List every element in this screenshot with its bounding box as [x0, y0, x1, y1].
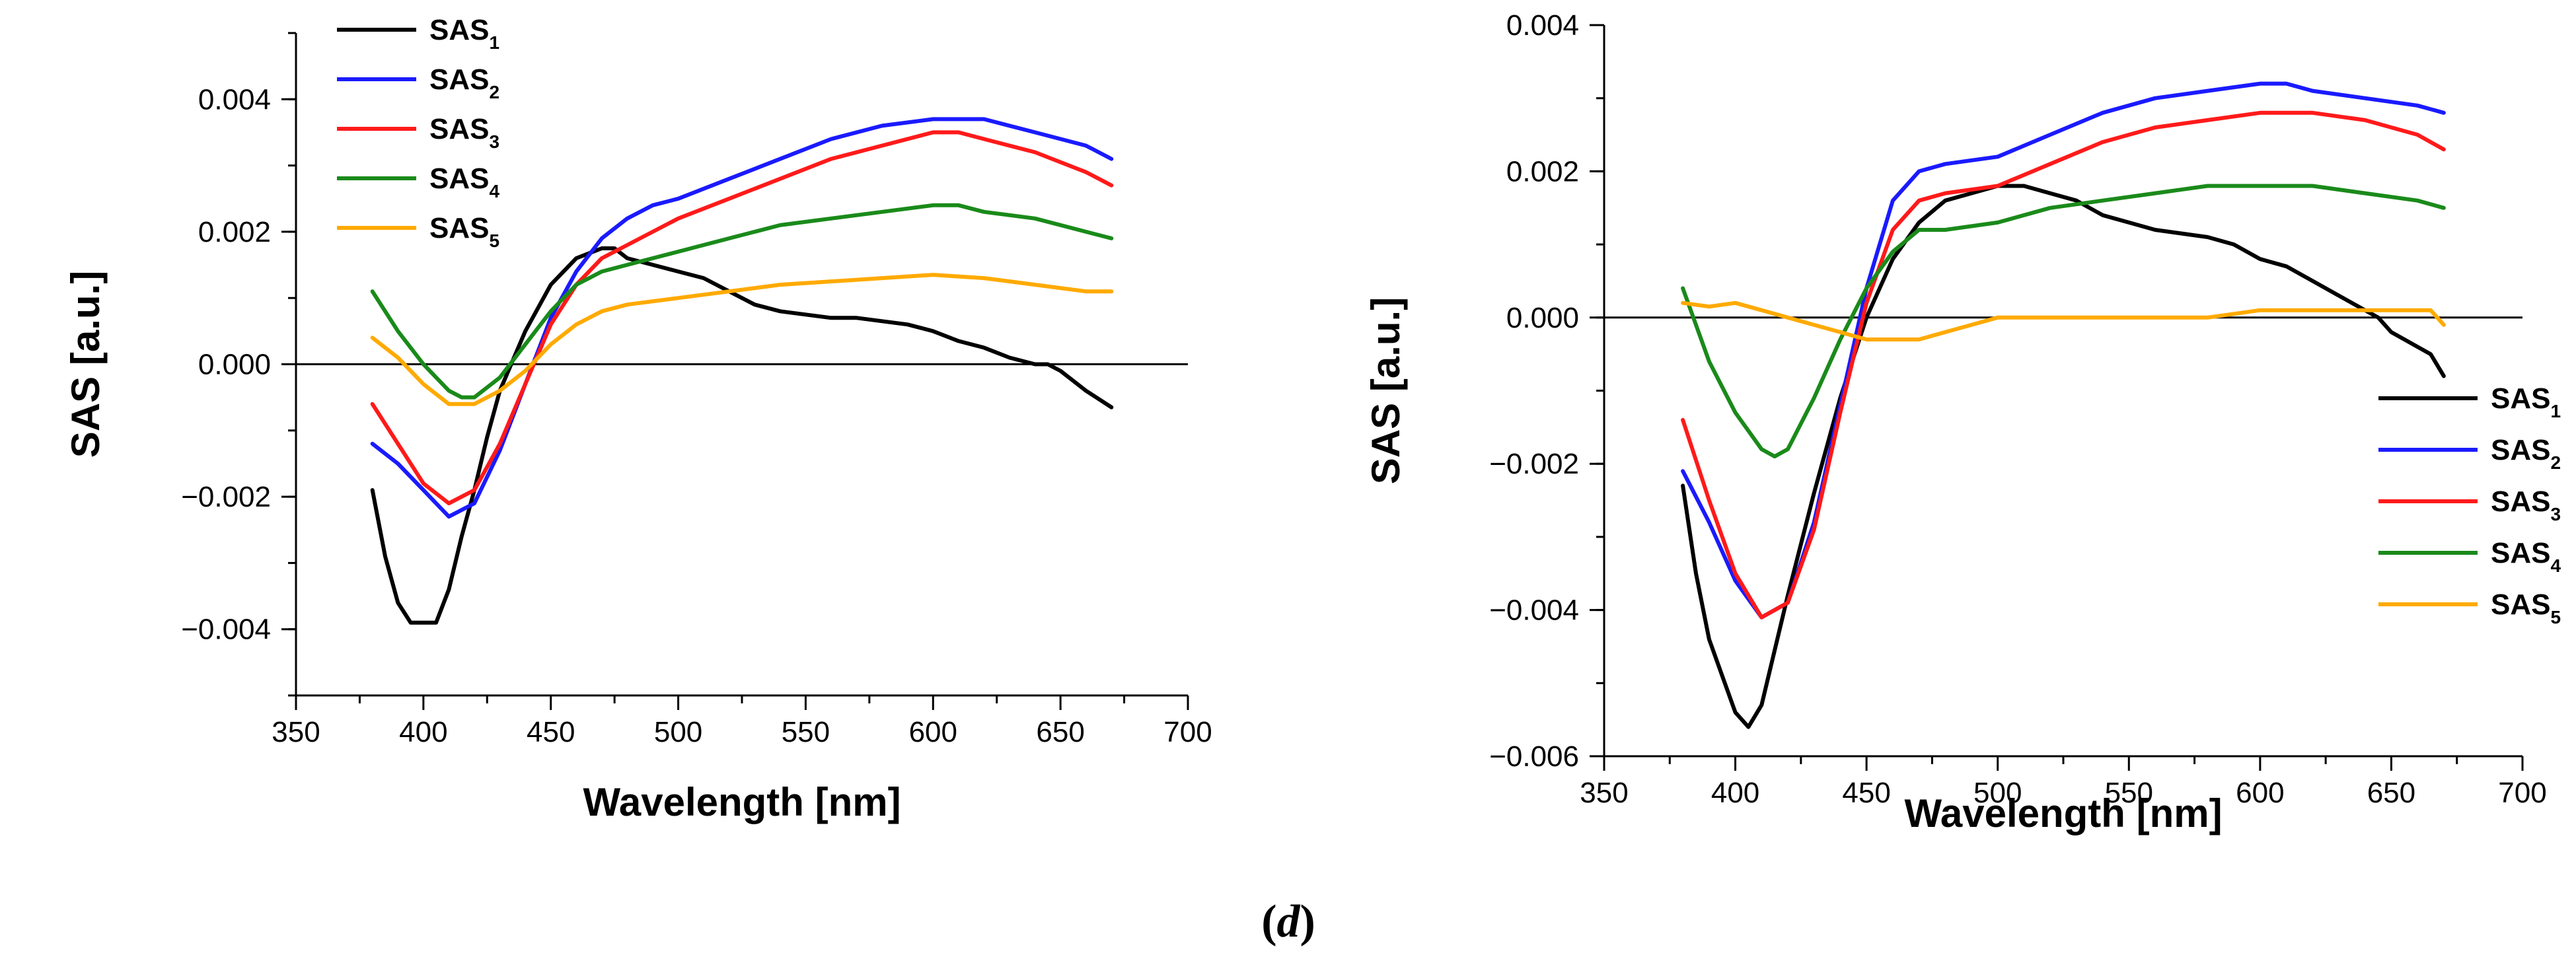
y-tick-label: −0.006 — [1489, 740, 1579, 773]
x-tick-label: 350 — [1580, 777, 1628, 809]
x-tick-label: 550 — [2105, 777, 2153, 809]
series-line-sas1 — [370, 246, 1114, 625]
y-tick-label: −0.004 — [1489, 594, 1579, 627]
axes-frame — [1603, 25, 2522, 758]
y-tick-label: 0.000 — [1506, 302, 1579, 334]
series-line-sas4 — [1681, 184, 2446, 459]
y-axis-title: SAS [a.u.] — [1364, 297, 1408, 484]
y-axis-title: SAS [a.u.] — [63, 271, 108, 458]
right-chart: 350 400 450 500 550 600 650 700 −0.006 −0.004 −0.0… — [1364, 9, 2561, 835]
x-tick-label: 700 — [1163, 716, 1212, 748]
x-tick-label: 700 — [2498, 777, 2546, 809]
series-line-sas4 — [370, 203, 1114, 400]
legend-label-sas3: SAS3 — [2491, 485, 2561, 524]
y-tick-label: −0.004 — [181, 614, 271, 646]
x-tick-label: 650 — [2367, 777, 2415, 809]
y-tick-label: −0.002 — [1489, 448, 1579, 480]
x-axis-title: Wavelength [nm] — [583, 780, 901, 824]
x-tick-label: 550 — [782, 716, 830, 748]
series-line-sas3 — [370, 130, 1114, 506]
series-line-sas2 — [1681, 81, 2446, 620]
legend: SAS1 SAS2 SAS3 SAS4 SAS5 — [337, 14, 499, 251]
x-tick-label: 500 — [654, 716, 702, 748]
y-tick-label: 0.002 — [1506, 155, 1579, 188]
legend-label-sas3: SAS3 — [429, 113, 499, 152]
x-tick-label: 350 — [272, 716, 320, 748]
series-line-sas5 — [370, 273, 1114, 406]
figure-caption: (d) — [1261, 896, 1315, 947]
legend-label-sas1: SAS1 — [429, 14, 499, 53]
y-tick-label: 0.002 — [198, 216, 271, 248]
legend-label-sas5: SAS5 — [429, 212, 499, 251]
y-tick-label: 0.004 — [198, 83, 271, 116]
x-tick-label: 600 — [2236, 777, 2284, 809]
x-axis-title: Wavelength [nm] — [1904, 791, 2222, 835]
left-chart: 350 400 450 500 550 600 650 700 −0.004 −0.002 0.00… — [63, 14, 1212, 824]
legend-label-sas2: SAS2 — [429, 63, 499, 102]
series-line-sas2 — [370, 117, 1114, 519]
x-tick-label: 400 — [1711, 777, 1759, 809]
legend-label-sas1: SAS1 — [2491, 382, 2561, 421]
series-line-sas3 — [1681, 110, 2446, 620]
x-tick-label: 650 — [1036, 716, 1084, 748]
legend-label-sas4: SAS4 — [429, 162, 499, 201]
legend-label-sas4: SAS4 — [2491, 537, 2561, 576]
series-line-sas5 — [1681, 301, 2446, 341]
y-tick-label: −0.002 — [181, 481, 271, 513]
x-tick-label: 400 — [399, 716, 447, 748]
series-line-sas1 — [1681, 184, 2446, 729]
y-tick-label: 0.000 — [198, 349, 271, 381]
x-tick-label: 450 — [527, 716, 575, 748]
y-tick-label: 0.004 — [1506, 9, 1579, 42]
x-tick-label: 500 — [1973, 777, 2022, 809]
x-tick-label: 600 — [909, 716, 957, 748]
legend: SAS1 SAS2 SAS3 SAS4 SAS5 — [2378, 382, 2561, 627]
legend-label-sas5: SAS5 — [2491, 588, 2561, 627]
x-tick-label: 450 — [1842, 777, 1890, 809]
legend-label-sas2: SAS2 — [2491, 434, 2561, 473]
